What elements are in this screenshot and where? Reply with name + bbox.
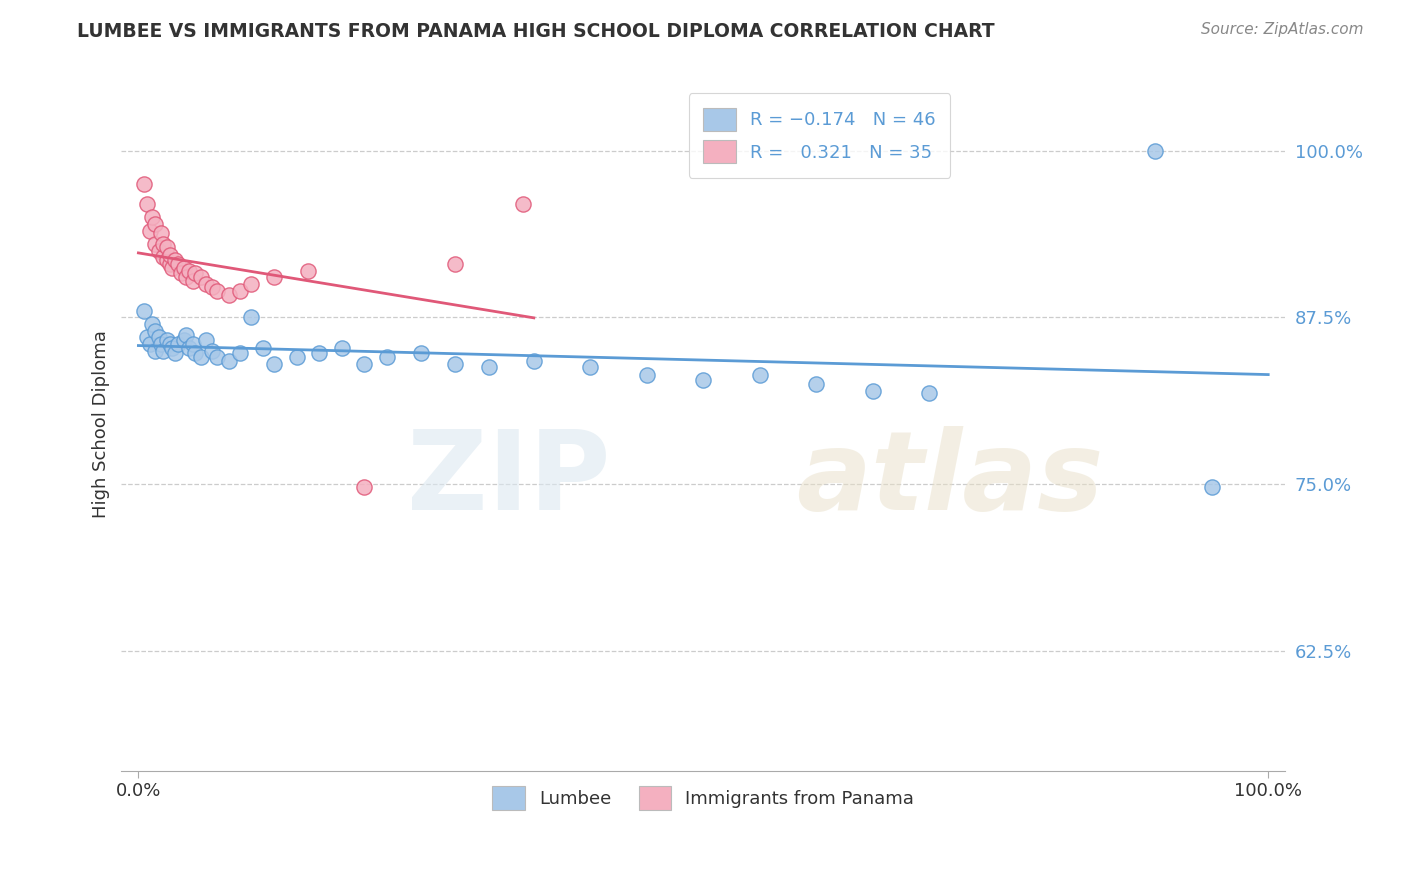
Point [174, 270, 197, 285]
Text: atlas: atlas [796, 426, 1104, 533]
Point [159, 257, 181, 271]
Point [152, 343, 174, 358]
Point [143, 237, 166, 252]
Point [149, 337, 172, 351]
Point [141, 317, 163, 331]
Point [918, 386, 941, 401]
Point [162, 261, 184, 276]
Point [184, 267, 207, 281]
Point [229, 346, 252, 360]
Point [181, 337, 204, 351]
Point [263, 357, 285, 371]
Point [163, 346, 186, 360]
Point [167, 257, 190, 271]
Point [163, 253, 186, 268]
Point [143, 324, 166, 338]
Point [152, 251, 174, 265]
Point [297, 264, 319, 278]
Point [136, 330, 159, 344]
Point [308, 346, 330, 360]
Point [201, 343, 224, 358]
Point [181, 274, 204, 288]
Point [184, 346, 207, 360]
Point [156, 240, 179, 254]
Point [263, 270, 285, 285]
Point [636, 368, 658, 382]
Point [190, 351, 212, 365]
Point [409, 346, 432, 360]
Point [443, 257, 465, 271]
Point [195, 333, 218, 347]
Point [167, 337, 190, 351]
Point [132, 177, 155, 191]
Point [136, 197, 159, 211]
Point [252, 341, 274, 355]
Point [174, 327, 197, 342]
Point [330, 341, 353, 355]
Text: ZIP: ZIP [406, 426, 610, 533]
Point [149, 227, 172, 241]
Point [748, 368, 770, 382]
Point [240, 310, 263, 325]
Point [148, 330, 170, 344]
Point [170, 267, 193, 281]
Point [143, 217, 166, 231]
Point [443, 357, 465, 371]
Point [138, 337, 160, 351]
Y-axis label: High School Diploma: High School Diploma [93, 330, 110, 518]
Point [148, 244, 170, 258]
Point [190, 270, 212, 285]
Point [159, 337, 181, 351]
Point [523, 354, 546, 368]
Point [207, 284, 229, 298]
Point [201, 279, 224, 293]
Point [512, 197, 534, 211]
Point [156, 253, 179, 268]
Text: LUMBEE VS IMMIGRANTS FROM PANAMA HIGH SCHOOL DIPLOMA CORRELATION CHART: LUMBEE VS IMMIGRANTS FROM PANAMA HIGH SC… [77, 22, 995, 41]
Point [478, 359, 501, 374]
Point [579, 359, 602, 374]
Point [218, 354, 240, 368]
Point [862, 384, 884, 398]
Point [229, 284, 252, 298]
Point [353, 480, 375, 494]
Point [375, 351, 398, 365]
Point [132, 303, 155, 318]
Point [1144, 144, 1167, 158]
Point [353, 357, 375, 371]
Point [152, 237, 174, 252]
Point [156, 333, 179, 347]
Point [218, 287, 240, 301]
Text: Source: ZipAtlas.com: Source: ZipAtlas.com [1201, 22, 1364, 37]
Point [1201, 480, 1223, 494]
Point [195, 277, 218, 291]
Point [173, 261, 195, 276]
Point [207, 351, 229, 365]
Point [159, 248, 181, 262]
Point [162, 341, 184, 355]
Legend: Lumbee, Immigrants from Panama: Lumbee, Immigrants from Panama [478, 772, 929, 824]
Point [141, 211, 163, 225]
Point [143, 343, 166, 358]
Point [285, 351, 308, 365]
Point [173, 333, 195, 347]
Point [692, 373, 714, 387]
Point [240, 277, 263, 291]
Point [806, 377, 828, 392]
Point [138, 224, 160, 238]
Point [179, 341, 201, 355]
Point [179, 264, 201, 278]
